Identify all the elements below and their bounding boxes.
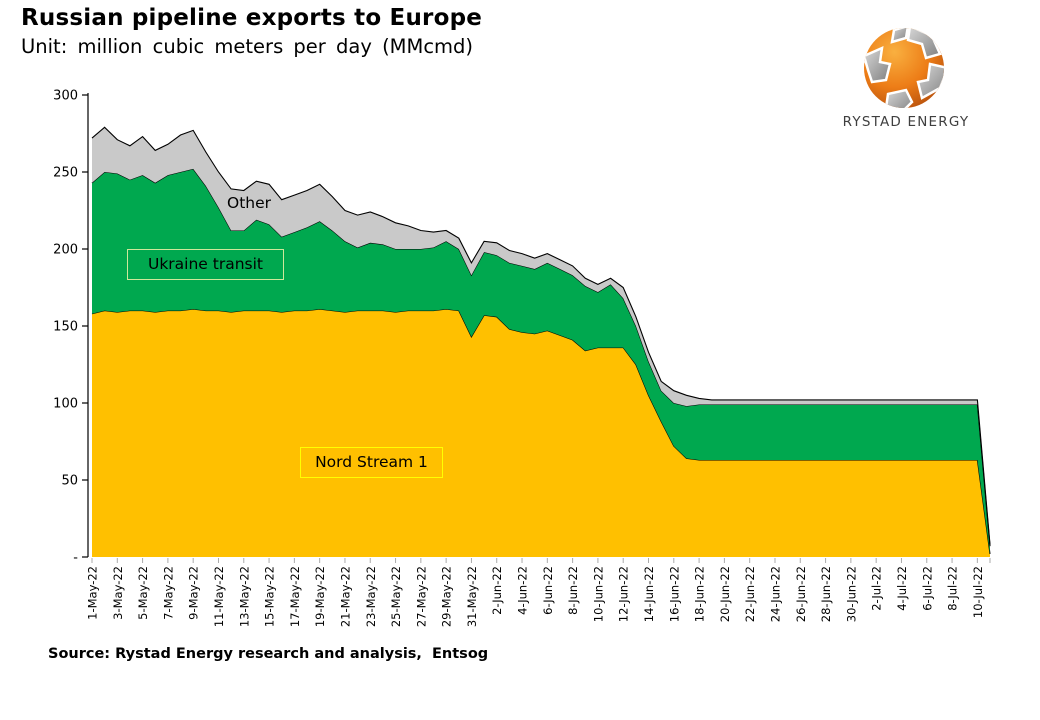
x-axis-label: 5-May-22 [136, 566, 150, 620]
x-axis-label: 8-Jul-22 [946, 566, 960, 611]
y-axis-label: 200 [53, 243, 78, 258]
x-axis-label: 17-May-22 [288, 566, 302, 627]
x-axis-label: 12-Jun-22 [617, 566, 631, 622]
series-label-ukraine-transit: Ukraine transit [127, 249, 284, 280]
area-ukraine-transit [92, 168, 990, 554]
x-axis-label: 4-Jul-22 [895, 566, 909, 611]
x-axis-label: 26-Jun-22 [794, 566, 808, 622]
series-label-nord-stream-1: Nord Stream 1 [300, 447, 443, 478]
x-axis-label: 6-Jul-22 [920, 566, 934, 611]
globe-icon [864, 28, 944, 108]
x-axis-label: 21-May-22 [338, 566, 352, 627]
x-axis-label: 22-Jun-22 [743, 566, 757, 622]
x-axis-label: 14-Jun-22 [642, 566, 656, 622]
x-axis-label: 27-May-22 [414, 566, 428, 627]
y-axis-label: - [73, 551, 78, 566]
x-axis-label: 24-Jun-22 [768, 566, 782, 622]
y-axis-label: 150 [53, 320, 78, 335]
x-axis-label: 28-Jun-22 [819, 566, 833, 622]
x-axis-label: 23-May-22 [364, 566, 378, 627]
x-axis-label: 29-May-22 [440, 566, 454, 627]
x-axis-label: 20-Jun-22 [718, 566, 732, 622]
logo-text: RYSTAD ENERGY [842, 114, 970, 130]
x-axis-label: 18-Jun-22 [693, 566, 707, 622]
x-axis-label: 25-May-22 [389, 566, 403, 627]
x-axis-label: 11-May-22 [212, 566, 226, 627]
x-axis-label: 2-Jul-22 [870, 566, 884, 611]
y-axis-label: 250 [53, 166, 78, 181]
x-axis-label: 3-May-22 [111, 566, 125, 620]
x-axis-label: 19-May-22 [313, 566, 327, 627]
x-axis-label: 13-May-22 [237, 566, 251, 627]
x-axis-label: 31-May-22 [465, 566, 479, 627]
page-title: Russian pipeline exports to Europe [21, 5, 483, 31]
x-axis-label: 10-Jul-22 [971, 566, 985, 618]
x-axis-label: 6-Jun-22 [541, 566, 555, 615]
x-axis-label: 7-May-22 [161, 566, 175, 620]
rystad-energy-logo: RYSTAD ENERGY [832, 22, 980, 134]
y-axis-label: 50 [61, 474, 78, 489]
x-axis-label: 8-Jun-22 [566, 566, 580, 615]
x-axis-label: 15-May-22 [263, 566, 277, 627]
x-axis-label: 4-Jun-22 [516, 566, 530, 615]
y-axis-label: 100 [53, 397, 78, 412]
x-axis-label: 30-Jun-22 [844, 566, 858, 622]
source-note: Source: Rystad Energy research and analy… [48, 646, 489, 662]
x-axis-label: 2-Jun-22 [490, 566, 504, 615]
page-subtitle: Unit: million cubic meters per day (MMcm… [21, 35, 474, 58]
area-nord-stream-1 [92, 309, 990, 557]
boundary-other [91, 126, 991, 545]
x-axis-label: 10-Jun-22 [591, 566, 605, 622]
area-other [92, 127, 990, 547]
y-axis-label: 300 [53, 89, 78, 104]
x-axis-label: 9-May-22 [187, 566, 201, 620]
x-axis-label: 16-Jun-22 [667, 566, 681, 622]
series-label-other: Other [227, 194, 272, 212]
x-axis-label: 1-May-22 [86, 566, 100, 620]
